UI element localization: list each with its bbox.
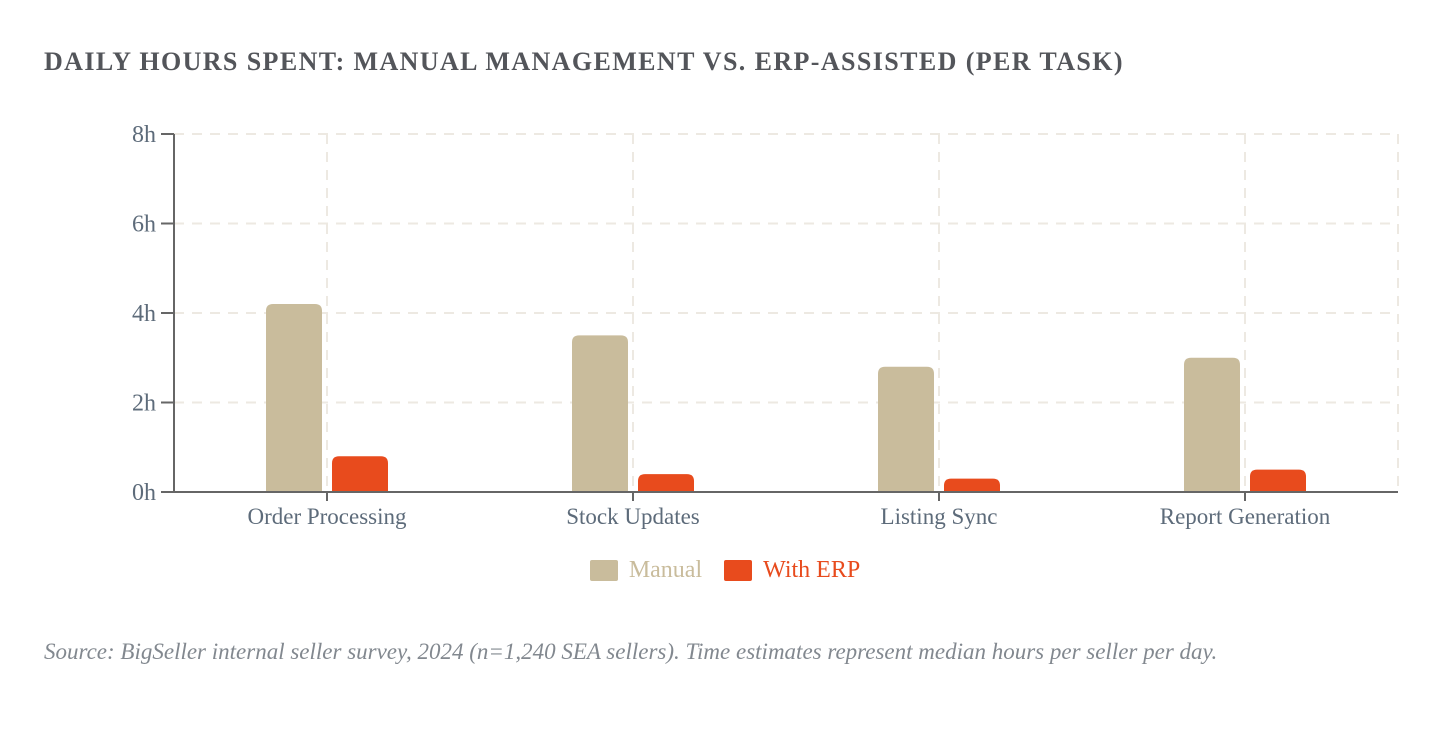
legend-swatch-manual (589, 559, 618, 581)
bar-chart: 0h 2h 4h 6h 8h Order Processing Stock Updates L… (132, 122, 1399, 529)
bar-with-erp-order-processing (332, 456, 388, 492)
bar-manual-listing-sync (878, 366, 934, 492)
bar-manual-report-generation (1184, 357, 1240, 492)
bar-with-erp-stock-updates (638, 474, 694, 492)
legend-item-manual: Manual (589, 557, 703, 583)
x-category-label: Stock Updates (566, 504, 700, 529)
x-category-label: Listing Sync (881, 504, 998, 529)
y-tick-label: 8h (132, 122, 156, 148)
chart-legend: Manual With ERP (0, 558, 1450, 582)
y-tick-label: 6h (132, 212, 156, 238)
legend-swatch-with-erp (724, 559, 753, 581)
legend-label-with-erp: With ERP (763, 557, 861, 583)
y-tick-label: 0h (132, 480, 156, 506)
x-category-label: Report Generation (1160, 504, 1331, 529)
y-tick-label: 2h (132, 391, 156, 417)
x-category-label: Order Processing (247, 504, 407, 529)
chart-title: DAILY HOURS SPENT: MANUAL MANAGEMENT VS.… (44, 47, 1124, 76)
y-tick-label: 4h (132, 301, 156, 327)
legend-item-with-erp: With ERP (724, 558, 860, 582)
bar-manual-stock-updates (572, 335, 628, 492)
bar-with-erp-listing-sync (944, 478, 1000, 492)
bar-manual-order-processing (266, 304, 322, 492)
legend-label-manual: Manual (628, 557, 703, 583)
source-note: Source: BigSeller internal seller survey… (44, 639, 1218, 664)
bar-with-erp-report-generation (1250, 469, 1306, 492)
